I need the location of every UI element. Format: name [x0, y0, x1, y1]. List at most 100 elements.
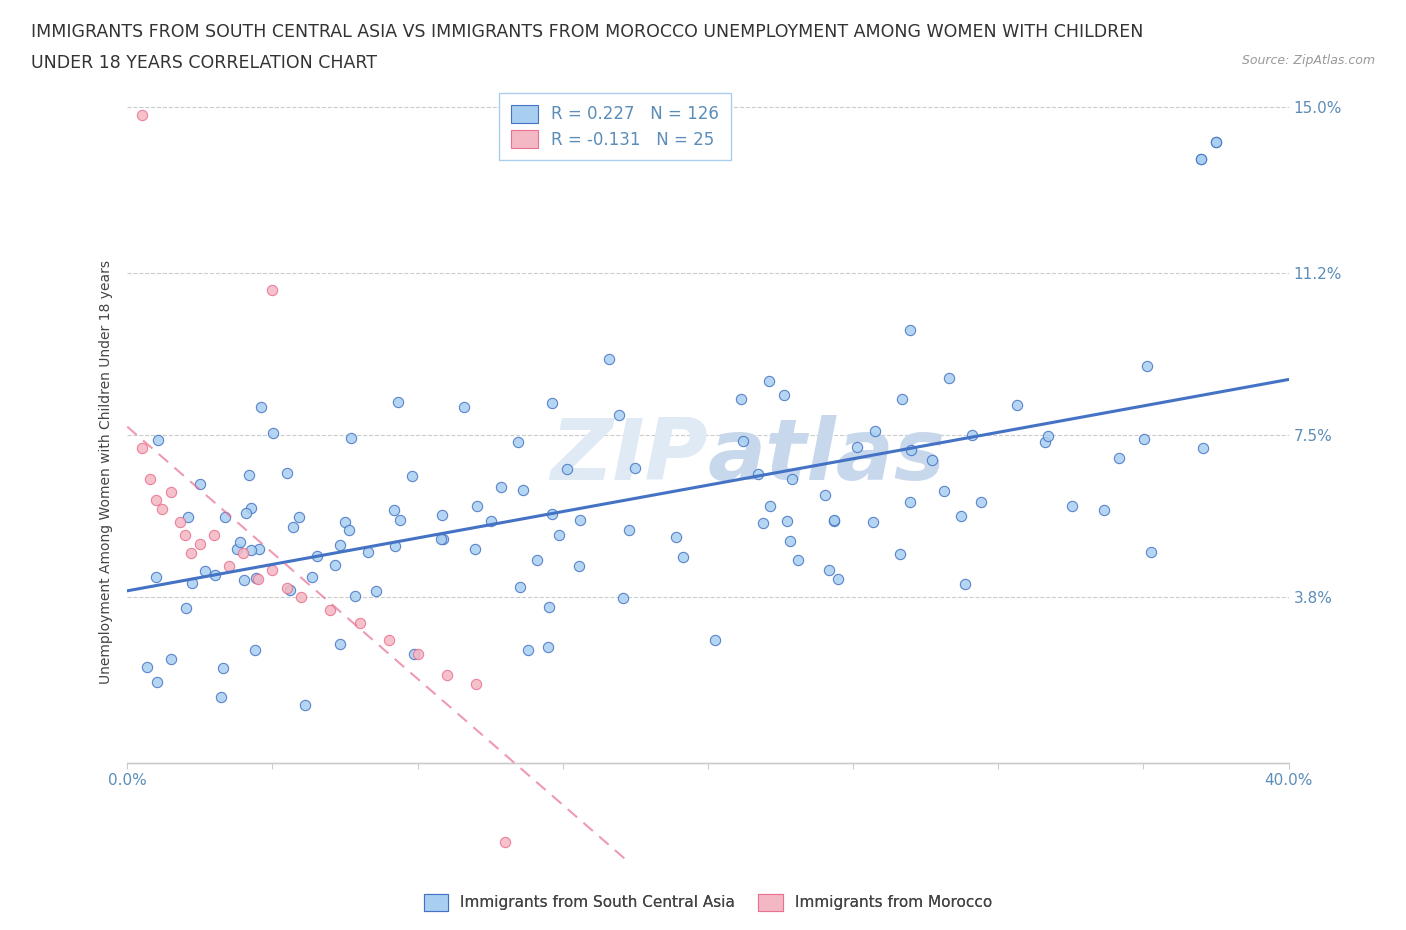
Point — [1092, 503, 1115, 518]
Point — [430, 507, 453, 522]
Point — [429, 532, 451, 547]
Point — [1139, 545, 1161, 560]
Point — [281, 520, 304, 535]
Text: UNDER 18 YEARS CORRELATION CHART: UNDER 18 YEARS CORRELATION CHART — [31, 54, 377, 72]
Point — [343, 588, 366, 603]
Point — [624, 461, 647, 476]
Point — [776, 513, 799, 528]
Point — [305, 549, 328, 564]
Point — [890, 392, 912, 406]
Point — [759, 498, 782, 513]
Point — [329, 538, 352, 552]
Point — [863, 423, 886, 438]
Point — [145, 570, 167, 585]
Point — [1060, 499, 1083, 514]
Point — [232, 546, 254, 561]
Point — [301, 570, 323, 585]
Point — [512, 482, 534, 497]
Point — [538, 599, 561, 614]
Point — [226, 541, 249, 556]
Point — [509, 579, 531, 594]
Point — [464, 541, 486, 556]
Point — [1007, 397, 1029, 412]
Point — [364, 584, 387, 599]
Point — [898, 323, 921, 338]
Point — [159, 652, 181, 667]
Point — [211, 661, 233, 676]
Point — [889, 547, 911, 562]
Point — [169, 515, 191, 530]
Point — [752, 516, 775, 531]
Point — [569, 512, 592, 527]
Point — [337, 523, 360, 538]
Point — [506, 434, 529, 449]
Point — [176, 601, 198, 616]
Point — [159, 485, 181, 499]
Point — [146, 674, 169, 689]
Point — [845, 439, 868, 454]
Point — [1108, 450, 1130, 465]
Point — [406, 646, 429, 661]
Point — [479, 513, 502, 528]
Point — [672, 550, 695, 565]
Point — [1136, 359, 1159, 374]
Point — [607, 407, 630, 422]
Point — [150, 501, 173, 516]
Point — [177, 510, 200, 525]
Point — [238, 468, 260, 483]
Point — [1191, 152, 1213, 166]
Point — [290, 590, 312, 604]
Point — [612, 591, 634, 605]
Point — [541, 507, 564, 522]
Point — [827, 571, 849, 586]
Point — [970, 495, 993, 510]
Point — [1205, 134, 1227, 149]
Point — [598, 352, 620, 366]
Point — [333, 514, 356, 529]
Point — [733, 434, 755, 449]
Point — [389, 512, 412, 527]
Point — [239, 543, 262, 558]
Point — [232, 573, 254, 588]
Point — [464, 677, 486, 692]
Point — [218, 559, 240, 574]
Point — [262, 425, 284, 440]
Point — [747, 466, 769, 481]
Point — [349, 616, 371, 631]
Point — [188, 476, 211, 491]
Point — [537, 639, 560, 654]
Y-axis label: Unemployment Among Women with Children Under 18 years: Unemployment Among Women with Children U… — [100, 260, 114, 684]
Point — [136, 659, 159, 674]
Text: ZIP: ZIP — [550, 415, 707, 498]
Point — [180, 546, 202, 561]
Point — [568, 558, 591, 573]
Point — [276, 580, 298, 595]
Point — [193, 564, 215, 578]
Point — [404, 647, 426, 662]
Point — [1192, 441, 1215, 456]
Point — [960, 428, 983, 443]
Point — [357, 544, 380, 559]
Point — [818, 562, 841, 577]
Point — [382, 502, 405, 517]
Point — [465, 498, 488, 513]
Point — [145, 493, 167, 508]
Point — [131, 108, 153, 123]
Point — [262, 563, 284, 578]
Point — [329, 636, 352, 651]
Point — [246, 572, 269, 587]
Point — [1033, 434, 1056, 449]
Point — [276, 466, 298, 481]
Point — [489, 480, 512, 495]
Point — [953, 577, 976, 591]
Point — [288, 510, 311, 525]
Point — [1205, 134, 1227, 149]
Point — [188, 537, 211, 551]
Point — [541, 395, 564, 410]
Point — [340, 431, 363, 445]
Point — [278, 583, 301, 598]
Legend: Immigrants from South Central Asia, Immigrants from Morocco: Immigrants from South Central Asia, Immi… — [413, 884, 1002, 922]
Point — [247, 542, 270, 557]
Point — [900, 443, 922, 458]
Point — [898, 495, 921, 510]
